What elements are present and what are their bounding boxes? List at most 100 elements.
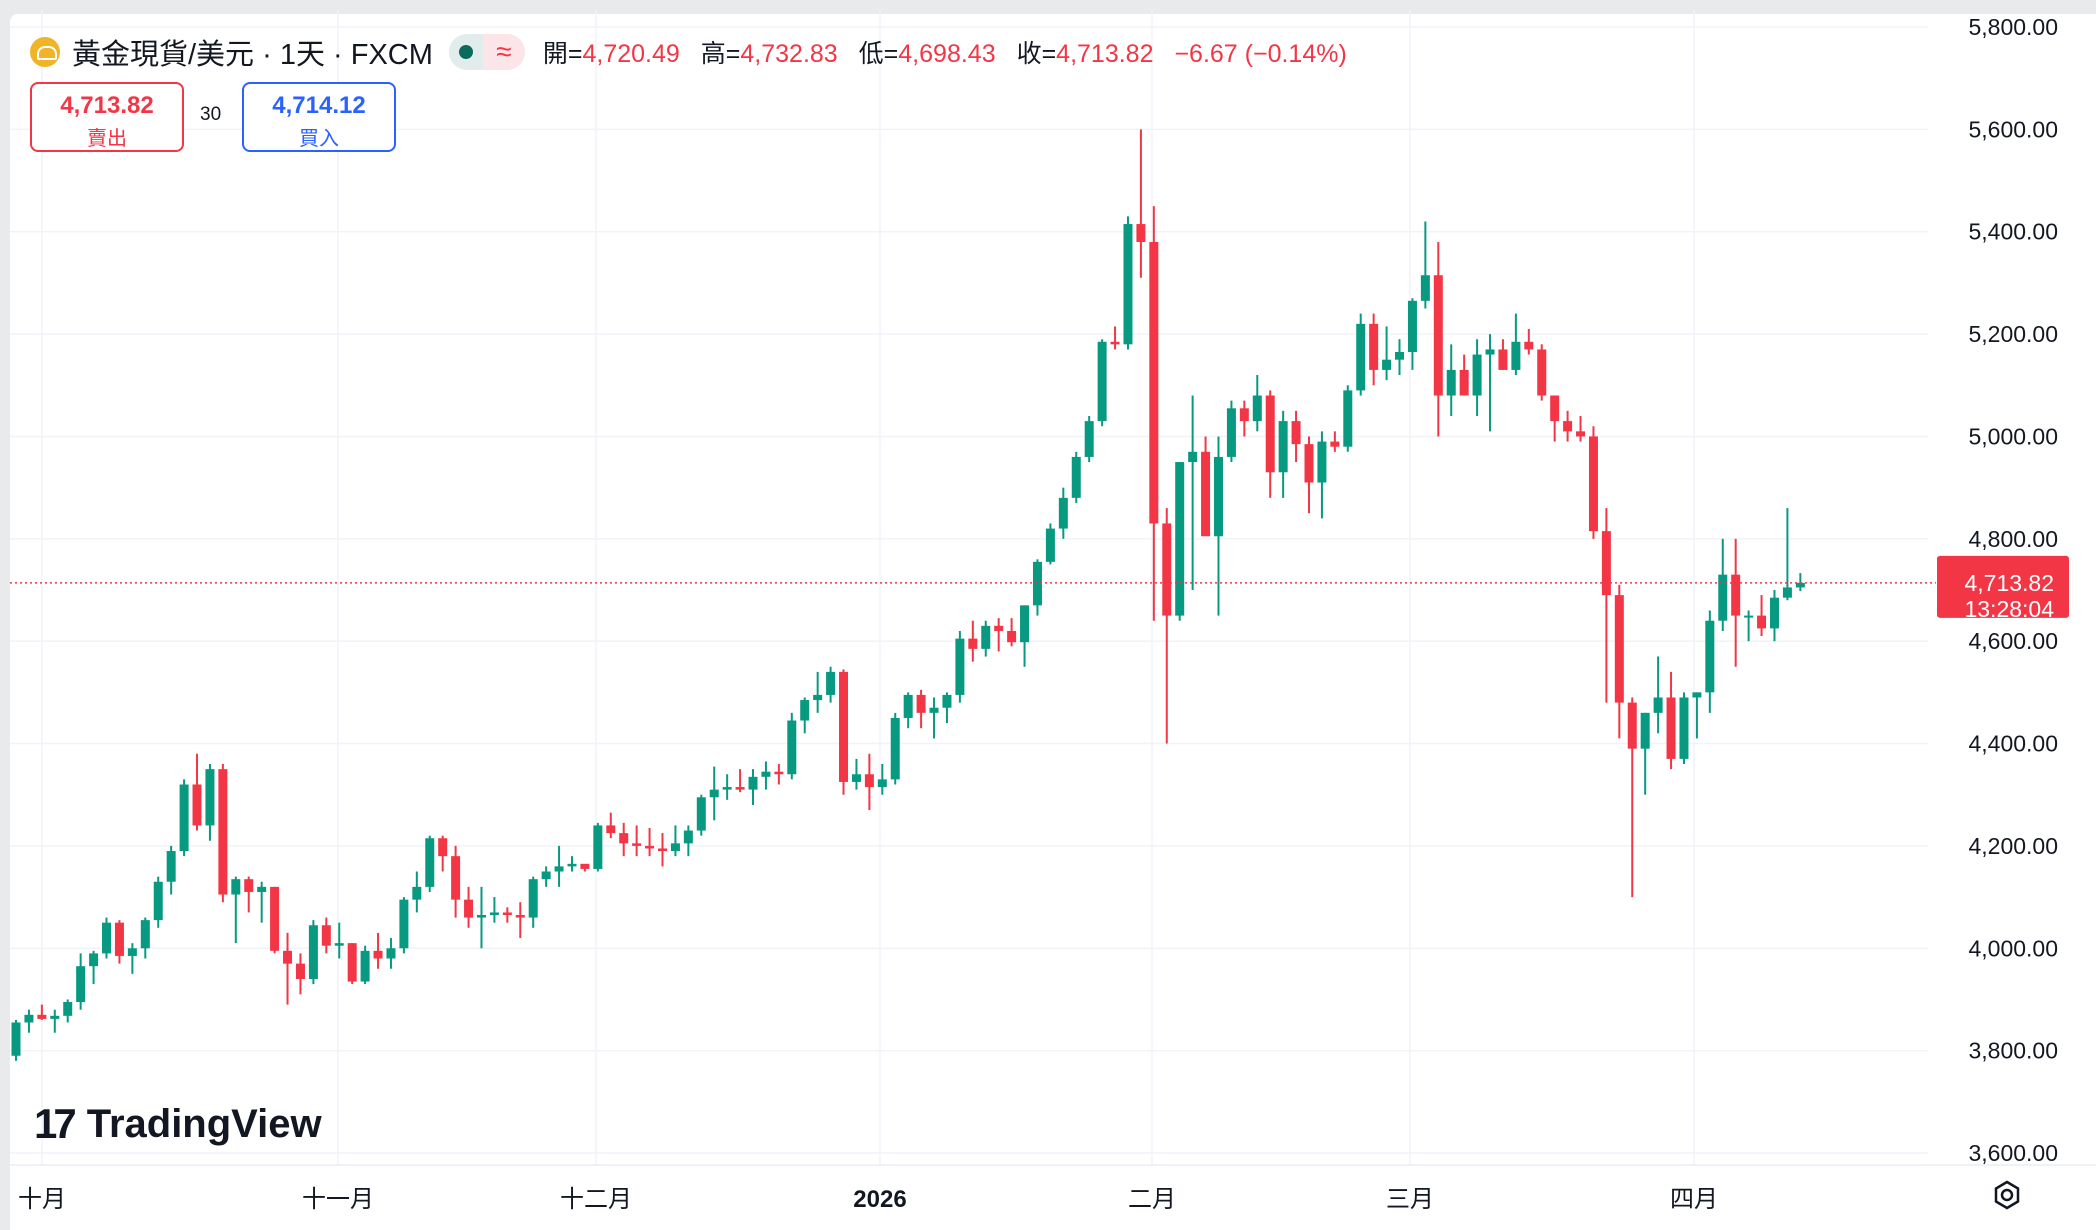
candle-body	[1407, 300, 1417, 353]
candle-body	[696, 797, 706, 831]
candle-body	[1071, 456, 1081, 498]
candle-body	[153, 881, 163, 921]
settings-gear-icon[interactable]	[1992, 1180, 2022, 1210]
sell-price: 4,713.82	[60, 92, 154, 119]
price-axis-label: 5,800.00	[1968, 14, 2058, 40]
candle-body	[515, 915, 525, 918]
candle-body	[231, 879, 241, 895]
candle-body	[1265, 395, 1275, 473]
approx-wave-icon: ≈	[482, 34, 525, 70]
gold-coin-icon	[30, 37, 60, 67]
candle-body	[373, 950, 383, 959]
candle-body	[1679, 697, 1689, 759]
candle-body	[1757, 615, 1767, 629]
candle-body	[1576, 431, 1586, 437]
time-axis-label: 二月	[1128, 1186, 1176, 1213]
candle-body	[464, 899, 474, 918]
candle-body	[1252, 395, 1262, 422]
candle-body	[722, 787, 732, 790]
candle-body	[334, 943, 344, 946]
price-axis-label: 5,200.00	[1968, 321, 2058, 347]
candle-body	[1369, 323, 1379, 370]
candle-body	[1330, 441, 1340, 447]
time-axis-label: 2026	[853, 1186, 906, 1213]
candle-body	[580, 863, 590, 869]
candle-body	[1718, 574, 1728, 621]
buy-button[interactable]: 4,714.12 買入	[242, 82, 396, 152]
candle-body	[1045, 528, 1055, 562]
candle-body	[942, 694, 952, 708]
candle-body	[76, 966, 86, 1003]
candle-body	[192, 784, 202, 826]
symbol-title[interactable]: 黃金現貨/美元 · 1天 · FXCM	[72, 39, 433, 71]
candle-body	[283, 950, 293, 964]
candle-body	[1020, 605, 1030, 643]
candle-body	[1110, 341, 1120, 345]
candle-body	[800, 700, 810, 721]
price-axis-label: 3,600.00	[1968, 1140, 2058, 1166]
candle-body	[1472, 354, 1482, 396]
candle-body	[166, 851, 176, 882]
candle-body	[1537, 349, 1547, 396]
candle-body	[735, 787, 745, 790]
ohlc-high-value: 4,732.83	[740, 40, 838, 68]
candle-body	[1188, 451, 1198, 463]
candle-body	[218, 769, 228, 895]
candle-body	[1007, 630, 1017, 643]
candle-body	[606, 825, 616, 834]
candle-body	[1692, 692, 1702, 698]
candle-body	[114, 922, 124, 956]
tradingview-logo[interactable]: 17 TradingView	[34, 1100, 322, 1148]
candle-body	[1032, 561, 1042, 606]
candle-body	[1123, 224, 1133, 345]
candle-body	[916, 694, 926, 713]
status-pill[interactable]: ≈	[448, 34, 525, 70]
ohlc-open-label: 開=	[542, 40, 583, 68]
candle-body	[877, 779, 887, 788]
candle-body	[1511, 341, 1521, 370]
candle-body	[1459, 369, 1469, 396]
price-axis-label: 3,800.00	[1968, 1038, 2058, 1064]
candle-body	[1058, 497, 1068, 529]
candle-body	[994, 625, 1004, 631]
price-axis-label: 4,200.00	[1968, 833, 2058, 859]
time-axis-label: 十二月	[560, 1186, 632, 1213]
candle-body	[683, 830, 693, 844]
candle-body	[1239, 408, 1249, 422]
last-price-tag	[1937, 555, 2069, 618]
candle-body	[968, 638, 978, 649]
candle-body	[1498, 349, 1508, 370]
price-axis-label: 4,000.00	[1968, 935, 2058, 961]
candle-body	[1084, 421, 1094, 457]
candle-body	[1782, 587, 1792, 598]
candle-body	[1744, 615, 1754, 618]
candle-body	[593, 825, 603, 869]
candle-body	[476, 915, 486, 918]
ohlc-values: 開=4,720.49 高=4,732.83 低=4,698.43 收=4,713…	[543, 34, 1361, 70]
candle-body	[140, 920, 150, 949]
sell-button[interactable]: 4,713.82 賣出	[30, 82, 184, 152]
time-axis-label: 十一月	[302, 1186, 374, 1213]
candle-body	[412, 886, 422, 900]
candle-body	[1614, 595, 1624, 703]
candle-body	[502, 912, 512, 916]
candle-body	[102, 922, 112, 954]
candle-body	[1588, 436, 1598, 532]
candle-body	[50, 1015, 60, 1019]
candle-body	[1226, 408, 1236, 457]
candle-body	[645, 845, 655, 849]
candle-body	[1485, 349, 1495, 355]
candle-body	[347, 943, 357, 982]
candle-body	[295, 963, 305, 979]
candle-body	[1653, 697, 1663, 713]
price-axis-label: 5,400.00	[1968, 219, 2058, 245]
candle-body	[1213, 456, 1223, 537]
price-axis-label: 4,800.00	[1968, 526, 2058, 552]
candle-body	[1097, 341, 1107, 422]
candle-body	[981, 625, 991, 649]
candle-body	[670, 843, 680, 852]
candle-body	[528, 879, 538, 918]
symbol-header: 黃金現貨/美元 · 1天 · FXCM ≈ 開=4,720.49 高=4,732…	[30, 28, 1361, 76]
candle-body	[1278, 421, 1288, 473]
